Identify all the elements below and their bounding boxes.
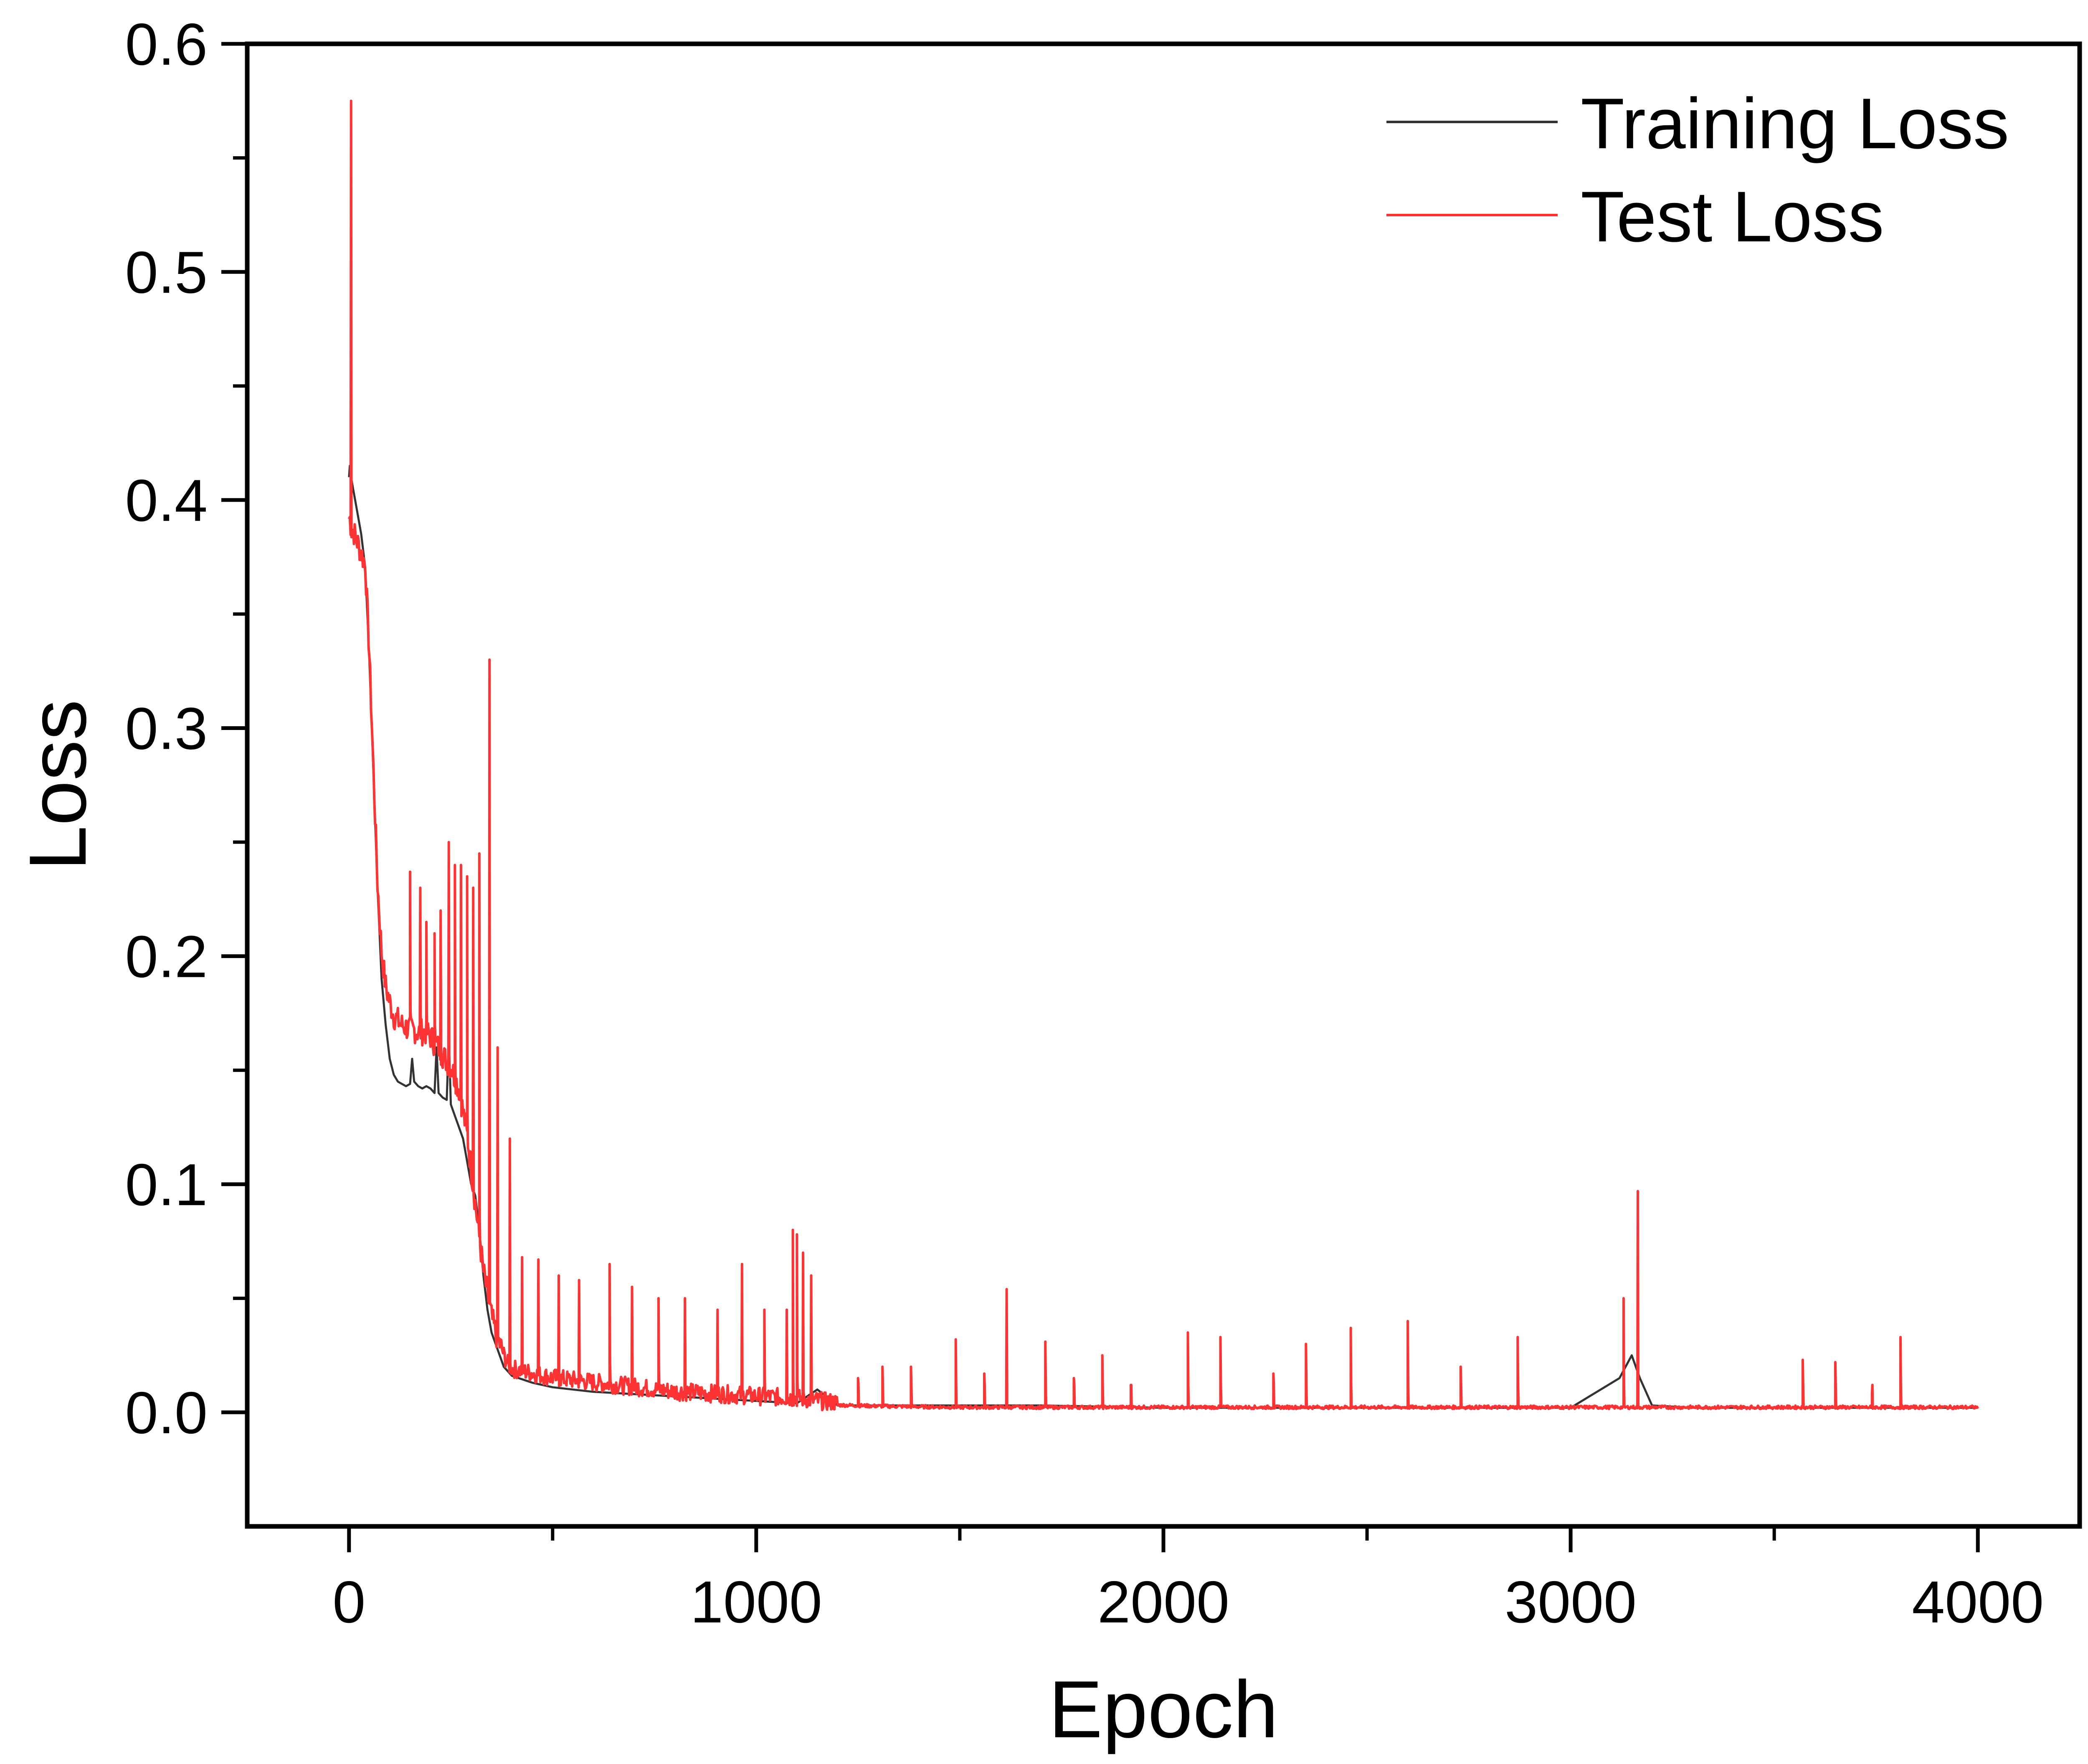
legend-label-training-loss: Training Loss xyxy=(1581,84,2009,164)
legend-label-test-loss: Test Loss xyxy=(1581,177,1884,257)
x-tick-label: 2000 xyxy=(1097,1569,1229,1635)
y-tick-label: 0.4 xyxy=(125,467,208,534)
x-axis-ticks: 0 1000 2000 3000 4000 xyxy=(332,1526,2044,1635)
legend: Training Loss Test Loss xyxy=(1386,84,2009,257)
x-tick-label: 4000 xyxy=(1912,1569,2044,1635)
y-tick-label: 0.1 xyxy=(125,1152,208,1218)
y-axis-ticks: 0.0 0.1 0.2 0.3 0.4 0.5 0.6 xyxy=(125,11,247,1446)
y-axis-title: Loss xyxy=(13,700,103,871)
y-tick-label: 0.5 xyxy=(125,239,208,306)
y-tick-label: 0.6 xyxy=(125,11,208,78)
series-layer xyxy=(348,99,1979,1412)
test-loss-line xyxy=(348,99,1979,1412)
x-tick-label: 3000 xyxy=(1505,1569,1637,1635)
training-loss-line xyxy=(348,464,1978,1409)
y-tick-label: 0.3 xyxy=(125,695,208,762)
x-tick-label: 0 xyxy=(332,1569,365,1635)
x-tick-label: 1000 xyxy=(690,1569,822,1635)
y-tick-label: 0.0 xyxy=(125,1380,208,1446)
y-tick-label: 0.2 xyxy=(125,924,208,990)
x-axis-title: Epoch xyxy=(1049,1664,1278,1755)
